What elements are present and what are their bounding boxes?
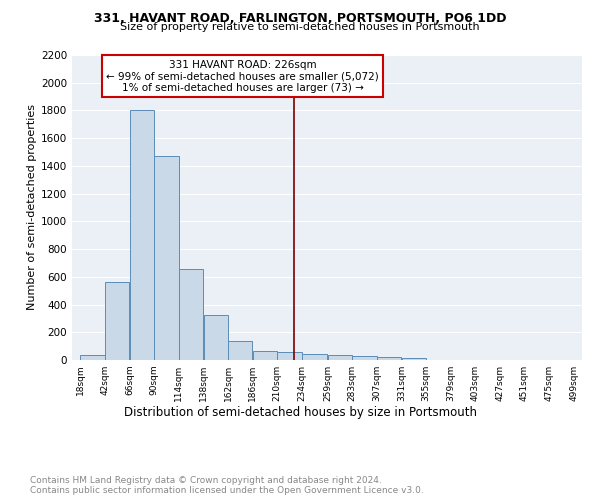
Bar bbox=[228, 342, 253, 360]
Bar bbox=[130, 110, 154, 360]
Bar bbox=[80, 355, 104, 360]
Bar bbox=[401, 358, 426, 360]
Bar bbox=[377, 357, 401, 360]
Text: 331 HAVANT ROAD: 226sqm
← 99% of semi-detached houses are smaller (5,072)
1% of : 331 HAVANT ROAD: 226sqm ← 99% of semi-de… bbox=[106, 60, 379, 93]
Bar bbox=[328, 356, 352, 360]
Bar bbox=[277, 352, 302, 360]
Text: Contains HM Land Registry data © Crown copyright and database right 2024.
Contai: Contains HM Land Registry data © Crown c… bbox=[30, 476, 424, 495]
Y-axis label: Number of semi-detached properties: Number of semi-detached properties bbox=[27, 104, 37, 310]
Bar bbox=[105, 282, 130, 360]
Bar bbox=[154, 156, 179, 360]
Bar bbox=[203, 315, 228, 360]
Text: Size of property relative to semi-detached houses in Portsmouth: Size of property relative to semi-detach… bbox=[120, 22, 480, 32]
Text: 331, HAVANT ROAD, FARLINGTON, PORTSMOUTH, PO6 1DD: 331, HAVANT ROAD, FARLINGTON, PORTSMOUTH… bbox=[94, 12, 506, 26]
Text: Distribution of semi-detached houses by size in Portsmouth: Distribution of semi-detached houses by … bbox=[124, 406, 476, 419]
Bar bbox=[352, 356, 377, 360]
Bar bbox=[302, 354, 328, 360]
Bar bbox=[179, 269, 203, 360]
Bar bbox=[253, 350, 277, 360]
